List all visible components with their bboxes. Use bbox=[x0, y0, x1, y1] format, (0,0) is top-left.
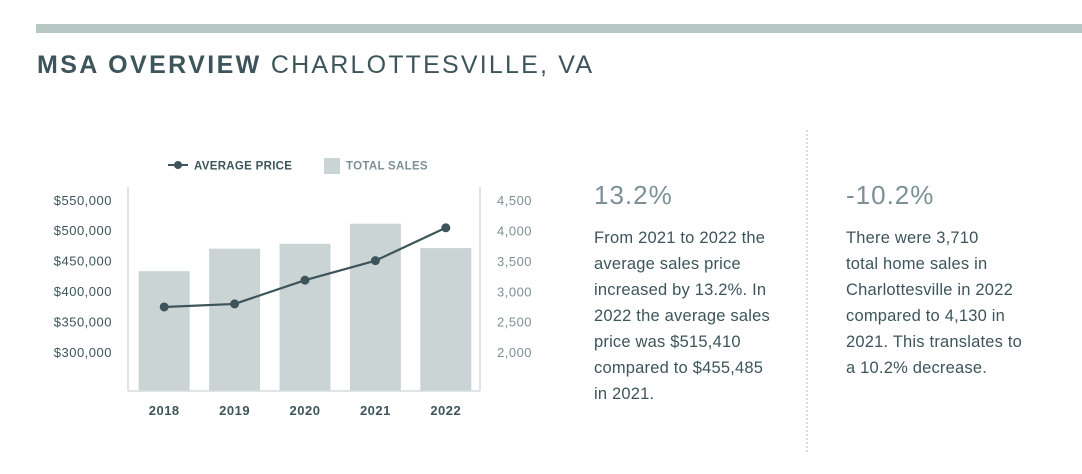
title-bold: MSA OVERVIEW bbox=[37, 51, 262, 79]
legend-label-average-price: AVERAGE PRICE bbox=[194, 161, 292, 173]
stat-line: average sales price bbox=[594, 255, 741, 273]
stat-value: 13.2% bbox=[594, 180, 673, 210]
total-sales-bar bbox=[209, 248, 261, 391]
legend-line-marker bbox=[174, 161, 182, 169]
x-tick-label: 2020 bbox=[290, 403, 321, 418]
price-stat: 13.2% From 2021 to 2022 the average sales… bbox=[594, 180, 770, 407]
right-tick-label: 4,500 bbox=[497, 193, 532, 208]
stat-line: compared to $455,485 bbox=[594, 359, 764, 377]
column-divider bbox=[806, 130, 808, 452]
average-price-point bbox=[159, 302, 169, 312]
total-sales-bar bbox=[420, 248, 472, 391]
stat-description: There were 3,710 total home sales in Charl… bbox=[846, 225, 1022, 381]
stat-line: in 2021. bbox=[594, 385, 655, 403]
page-title: MSA OVERVIEW CHARLOTTESVILLE, VA bbox=[37, 51, 594, 80]
stat-value: -10.2% bbox=[846, 180, 935, 210]
stat-line: price was $515,410 bbox=[594, 333, 741, 351]
left-tick-label: $300,000 bbox=[54, 345, 112, 360]
left-tick-label: $550,000 bbox=[54, 193, 112, 208]
sales-stat: -10.2% There were 3,710 total home sales … bbox=[846, 180, 1022, 381]
left-tick-label: $450,000 bbox=[54, 254, 112, 269]
right-tick-label: 4,000 bbox=[497, 223, 532, 238]
total-sales-bar bbox=[279, 243, 331, 391]
right-tick-label: 3,500 bbox=[497, 254, 532, 269]
total-sales-bar bbox=[349, 223, 401, 391]
legend-label-total-sales: TOTAL SALES bbox=[346, 161, 428, 173]
sales-price-chart: $300,000 $350,000 $400,000 $450,000 $500,000… bbox=[54, 158, 532, 418]
stat-line: total home sales in bbox=[846, 255, 988, 273]
average-price-point bbox=[441, 223, 451, 233]
stat-line: 2021. This translates to bbox=[846, 333, 1023, 351]
header-accent-bar bbox=[36, 24, 1082, 33]
total-sales-bar bbox=[138, 271, 190, 391]
average-price-point bbox=[230, 299, 240, 309]
x-tick-label: 2019 bbox=[219, 403, 250, 418]
stat-line: increased by 13.2%. In bbox=[594, 281, 767, 299]
stat-line: From 2021 to 2022 the bbox=[594, 229, 766, 247]
right-tick-label: 2,500 bbox=[497, 315, 532, 330]
average-price-point bbox=[300, 275, 310, 285]
right-tick-label: 2,000 bbox=[497, 345, 532, 360]
legend-bar-swatch bbox=[324, 158, 340, 174]
left-tick-label: $400,000 bbox=[54, 284, 112, 299]
x-tick-label: 2021 bbox=[360, 403, 391, 418]
right-tick-label: 3,000 bbox=[497, 284, 532, 299]
left-tick-label: $500,000 bbox=[54, 223, 112, 238]
stat-line: Charlottesville in 2022 bbox=[846, 281, 1013, 299]
average-price-point bbox=[370, 256, 380, 266]
title-location: CHARLOTTESVILLE, VA bbox=[270, 51, 595, 79]
x-tick-label: 2018 bbox=[149, 403, 180, 418]
stat-line: There were 3,710 bbox=[846, 229, 979, 247]
stat-line: a 10.2% decrease. bbox=[846, 359, 987, 377]
x-tick-label: 2022 bbox=[430, 403, 461, 418]
stat-description: From 2021 to 2022 the average sales price… bbox=[594, 225, 770, 407]
left-tick-label: $350,000 bbox=[54, 315, 112, 330]
stat-line: compared to 4,130 in bbox=[846, 307, 1006, 325]
stat-line: 2022 the average sales bbox=[594, 307, 770, 325]
